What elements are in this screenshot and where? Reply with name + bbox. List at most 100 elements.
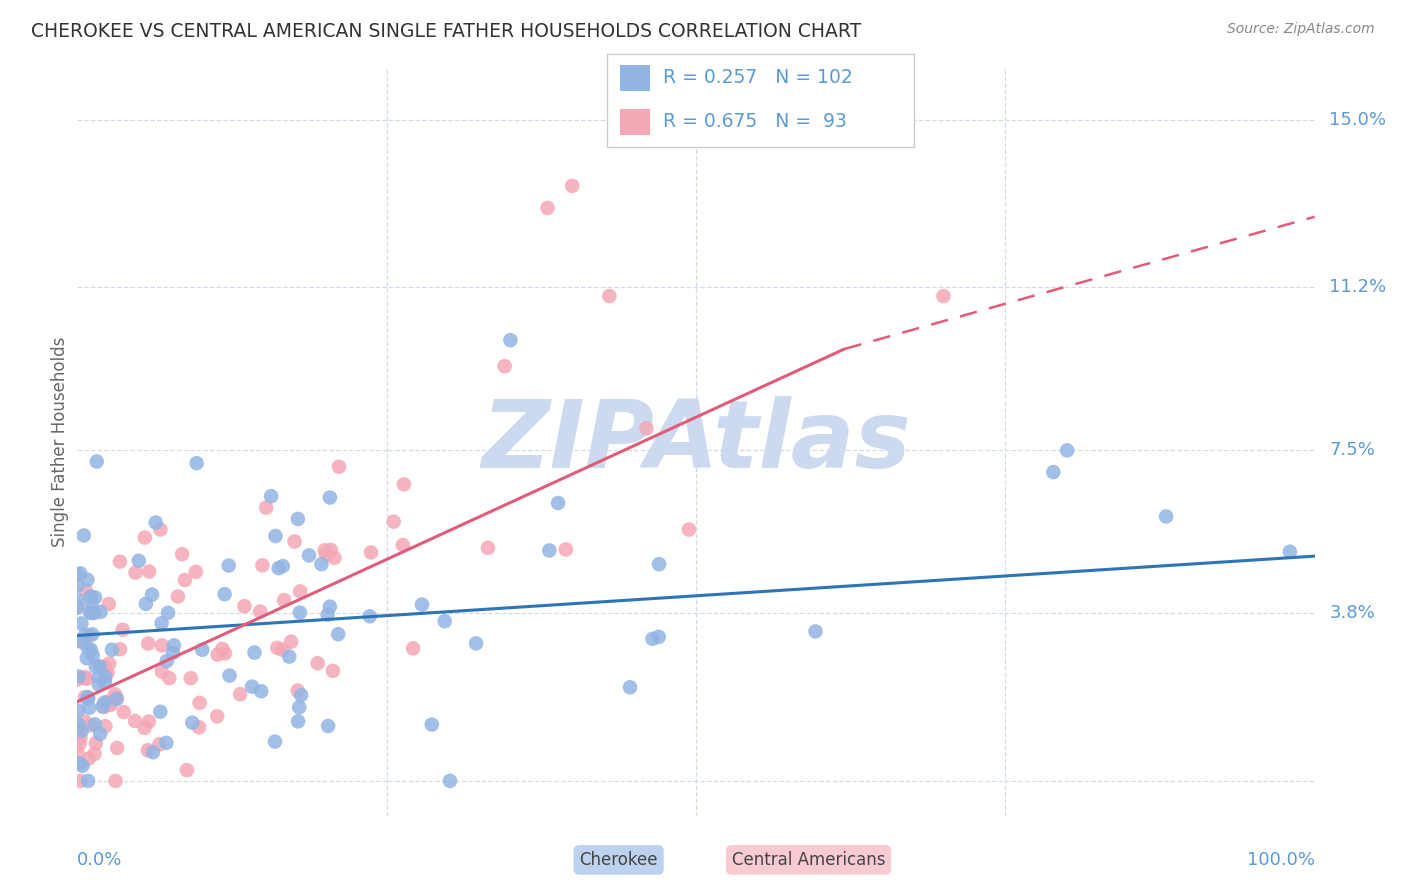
Point [97, 695, 120, 709]
Point [155, 736, 177, 750]
Point [79, 590, 101, 604]
Point [322, 664, 344, 678]
Point [214, 647, 236, 661]
Point [360, 545, 382, 559]
Point [93, 660, 115, 674]
Point [135, 597, 157, 611]
Point [149, 705, 172, 719]
Point [150, 638, 173, 652]
Point [94, 719, 117, 733]
Point [87, 670, 110, 684]
Point [80, 606, 103, 620]
Point [163, 639, 186, 653]
Point [264, 529, 287, 543]
Point [307, 656, 329, 670]
Point [69, 731, 91, 745]
Point [66, 634, 89, 648]
Point [271, 559, 294, 574]
Point [84, 659, 107, 673]
Point [73, 690, 96, 705]
Bar [620, 109, 651, 135]
Point [136, 743, 159, 757]
Point [148, 737, 170, 751]
Point [70, 616, 93, 631]
Text: 0.0%: 0.0% [77, 852, 122, 870]
Point [150, 616, 173, 631]
Point [288, 584, 311, 599]
Text: CHEROKEE VS CENTRAL AMERICAN SINGLE FATHER HOUSEHOLDS CORRELATION CHART: CHEROKEE VS CENTRAL AMERICAN SINGLE FATH… [31, 22, 862, 41]
Point [82, 627, 104, 641]
Point [162, 646, 184, 660]
Point [290, 688, 312, 702]
Point [76, 651, 98, 665]
Point [67, 672, 90, 686]
Point [433, 614, 456, 628]
Point [75, 670, 97, 684]
Point [641, 632, 664, 646]
Point [77, 641, 100, 656]
Text: 3.8%: 3.8% [1330, 605, 1375, 623]
Point [84, 736, 107, 750]
Point [804, 624, 827, 639]
Point [250, 684, 273, 698]
Point [105, 691, 128, 706]
Text: 11.2%: 11.2% [1330, 278, 1386, 296]
Point [319, 491, 342, 505]
Text: Source: ZipAtlas.com: Source: ZipAtlas.com [1227, 22, 1375, 37]
Point [67, 703, 90, 717]
Text: R = 0.257   N = 102: R = 0.257 N = 102 [662, 68, 852, 87]
Point [266, 640, 288, 655]
Point [124, 566, 146, 580]
Point [328, 627, 350, 641]
Point [173, 573, 195, 587]
Point [619, 681, 641, 695]
Point [84, 591, 107, 605]
Point [77, 773, 100, 788]
Point [86, 454, 108, 468]
Point [176, 763, 198, 777]
Point [218, 558, 240, 573]
Point [288, 606, 311, 620]
Point [104, 687, 127, 701]
Point [134, 531, 156, 545]
Point [211, 642, 233, 657]
Point [66, 578, 89, 592]
Point [97, 597, 120, 611]
Point [66, 567, 89, 582]
Point [138, 565, 160, 579]
Point [382, 515, 405, 529]
Point [218, 668, 240, 682]
Point [108, 642, 131, 657]
Text: R = 0.675   N =  93: R = 0.675 N = 93 [662, 112, 846, 131]
Point [157, 671, 180, 685]
Point [76, 573, 98, 587]
Point [89, 605, 111, 619]
Bar [620, 65, 651, 91]
Point [112, 705, 135, 719]
Point [547, 496, 569, 510]
Point [554, 542, 576, 557]
Point [72, 758, 94, 772]
Point [67, 670, 90, 684]
Point [932, 289, 955, 303]
Point [316, 719, 339, 733]
Point [136, 637, 159, 651]
Point [477, 541, 499, 555]
Point [77, 700, 100, 714]
Point [188, 720, 211, 734]
Point [267, 561, 290, 575]
Point [243, 646, 266, 660]
Point [93, 700, 115, 714]
Point [69, 773, 91, 788]
Point [311, 557, 333, 571]
Point [142, 745, 165, 759]
Point [207, 648, 229, 662]
Point [128, 554, 150, 568]
Point [105, 740, 128, 755]
Point [145, 516, 167, 530]
Point [319, 599, 342, 614]
Point [678, 523, 700, 537]
Point [319, 542, 342, 557]
Point [87, 677, 110, 691]
Point [93, 696, 115, 710]
